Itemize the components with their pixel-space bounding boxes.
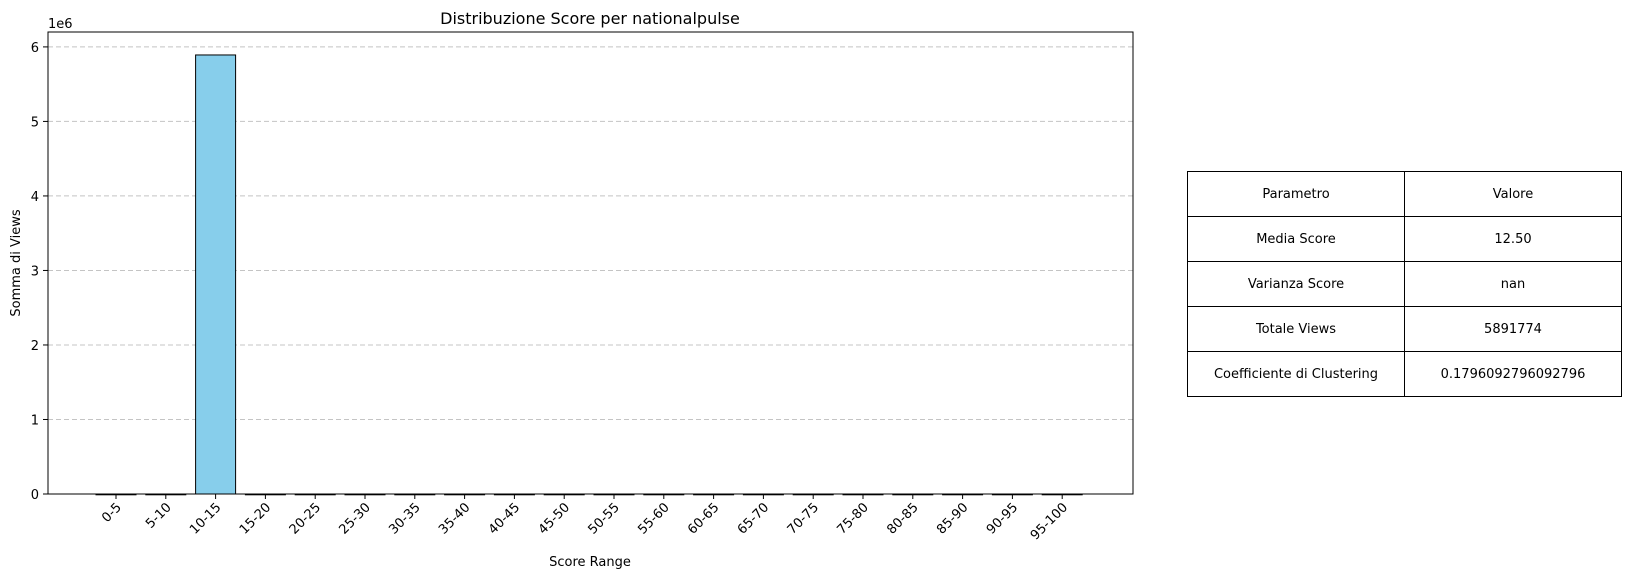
table-cell: 5891774 [1404,306,1622,352]
table-header-cell: Valore [1404,171,1622,217]
table-row: Totale Views 5891774 [1187,306,1622,352]
x-tick-label: 20-25 [287,500,324,537]
bar [195,54,237,495]
x-tick-label: 90-95 [984,500,1021,537]
y-tick-label: 6 [31,41,39,56]
x-axis-ticks: 0-5 5-10 10-15 15-20 20-25 25-30 30-35 35-40 40-… [99,494,1071,543]
chart-title: Distribuzione Score per nationalpulse [440,9,740,28]
y-offset-label: 1e6 [48,17,73,32]
x-tick-label: 0-5 [99,500,125,526]
x-tick-label: 30-35 [386,500,423,537]
x-tick-label: 80-85 [884,500,921,537]
y-tick-label: 4 [31,190,39,205]
table-cell: 0.1796092796092796 [1404,351,1622,397]
x-tick-label: 70-75 [785,500,822,537]
x-tick-label: 10-15 [187,500,224,537]
y-tick-label: 3 [31,264,39,279]
table-header-row: Parametro Valore [1187,171,1622,217]
bar-chart: 0 1 2 3 4 5 6 0-5 5-10 10-15 15-20 20-25 25-30 30-35… [9,9,1134,570]
x-tick-label: 40-45 [486,500,523,537]
x-tick-label: 65-70 [735,500,772,537]
table-row: Coefficiente di Clustering 0.17960927960… [1187,351,1622,397]
x-tick-label: 75-80 [835,500,872,537]
x-tick-label: 60-65 [685,500,722,537]
x-tick-label: 15-20 [237,500,274,537]
y-axis-ticks: 0 1 2 3 4 5 6 [31,41,48,503]
x-tick-label: 85-90 [934,500,971,537]
y-tick-label: 1 [31,413,39,428]
x-tick-label: 45-50 [536,500,573,537]
table-row: Varianza Score nan [1187,261,1622,307]
table-cell: 12.50 [1404,216,1622,262]
table-cell: Coefficiente di Clustering [1187,351,1405,397]
table-header-cell: Parametro [1187,171,1405,217]
x-tick-label: 50-55 [586,500,623,537]
y-axis-label: Somma di Views [9,209,24,316]
x-tick-label: 55-60 [635,500,672,537]
y-tick-label: 5 [31,115,39,130]
x-tick-label: 25-30 [337,500,374,537]
table-row: Media Score 12.50 [1187,216,1622,262]
x-tick-label: 95-100 [1028,500,1071,543]
y-tick-label: 0 [31,488,39,503]
plot-frame [47,31,1134,495]
table-cell: Varianza Score [1187,261,1405,307]
x-tick-label: 5-10 [143,500,174,531]
x-tick-label: 35-40 [436,500,473,537]
table-cell: Media Score [1187,216,1405,262]
table-cell: Totale Views [1187,306,1405,352]
x-axis-label: Score Range [549,555,631,570]
table-cell: nan [1404,261,1622,307]
y-tick-label: 2 [31,339,39,354]
stats-table: Parametro Valore Media Score 12.50 Varia… [1187,171,1622,397]
